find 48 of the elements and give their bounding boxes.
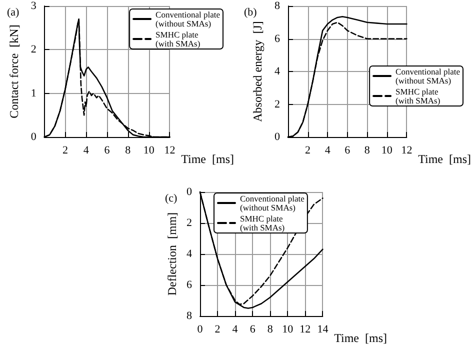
y-axis-title: Deflection [mm] bbox=[165, 212, 179, 296]
y-tick-label: 1 bbox=[30, 87, 36, 100]
x-tick-label: 4 bbox=[83, 144, 90, 156]
x-tick-label: 6 bbox=[250, 324, 256, 336]
legend-label: SMHC plate (with SMAs) bbox=[396, 86, 440, 106]
y-tick-label: 8 bbox=[274, 0, 280, 12]
y-tick-label: 6 bbox=[186, 279, 192, 291]
x-tick-label: 4 bbox=[232, 324, 238, 336]
y-tick-label: 2 bbox=[274, 98, 280, 110]
y-tick-label: 0 bbox=[30, 131, 37, 143]
x-tick-label: 14 bbox=[317, 324, 329, 336]
y-axis-title: Contact force [kN] bbox=[7, 24, 21, 118]
legend-label: Conventional plate (without SMAs) bbox=[396, 66, 460, 86]
x-tick-label: 2 bbox=[62, 144, 68, 156]
legend-label: SMHC plate (with SMAs) bbox=[240, 214, 285, 232]
legend-label: Conventional plate (without SMAs) bbox=[240, 194, 305, 212]
x-tick-label: 10 bbox=[381, 144, 393, 156]
x-tick-label: 12 bbox=[164, 144, 176, 156]
x-axis-title: Time [ms] bbox=[334, 331, 387, 345]
x-tick-label: 12 bbox=[300, 324, 311, 336]
x-tick-label: 6 bbox=[104, 144, 110, 156]
x-tick-label: 4 bbox=[324, 144, 331, 156]
x-tick-label: 8 bbox=[364, 144, 370, 156]
x-tick-label: 10 bbox=[282, 324, 294, 336]
x-tick-label: 10 bbox=[143, 144, 155, 156]
y-tick-label: 2 bbox=[30, 44, 36, 56]
legend-label: Conventional plate (without SMAs) bbox=[156, 10, 220, 28]
y-tick-label: 3 bbox=[30, 0, 37, 12]
x-tick-label: 12 bbox=[401, 144, 412, 156]
x-tick-label: 0 bbox=[197, 324, 204, 336]
chart-title: (a) bbox=[7, 6, 20, 18]
y-tick-label: 6 bbox=[274, 32, 280, 45]
y-tick-label: 2 bbox=[186, 217, 192, 229]
y-tick-label: 0 bbox=[186, 186, 192, 198]
x-axis-title: Time [ms] bbox=[181, 152, 234, 166]
y-tick-label: 0 bbox=[274, 131, 280, 143]
y-tick-label: 8 bbox=[186, 310, 192, 322]
chart-title: (b) bbox=[244, 6, 258, 18]
x-tick-label: 6 bbox=[344, 144, 351, 156]
y-axis-title: Absorbed energy [J] bbox=[250, 21, 265, 122]
x-tick-label: 2 bbox=[305, 144, 311, 156]
x-tick-label: 8 bbox=[125, 144, 132, 156]
legend-label: SMHC plate (with SMAs) bbox=[156, 30, 200, 48]
y-tick-label: 4 bbox=[274, 66, 280, 78]
x-tick-label: 2 bbox=[214, 324, 220, 336]
x-axis-title: Time [ms] bbox=[418, 152, 471, 166]
y-tick-label: 4 bbox=[186, 248, 192, 260]
chart-title: (c) bbox=[165, 192, 178, 204]
